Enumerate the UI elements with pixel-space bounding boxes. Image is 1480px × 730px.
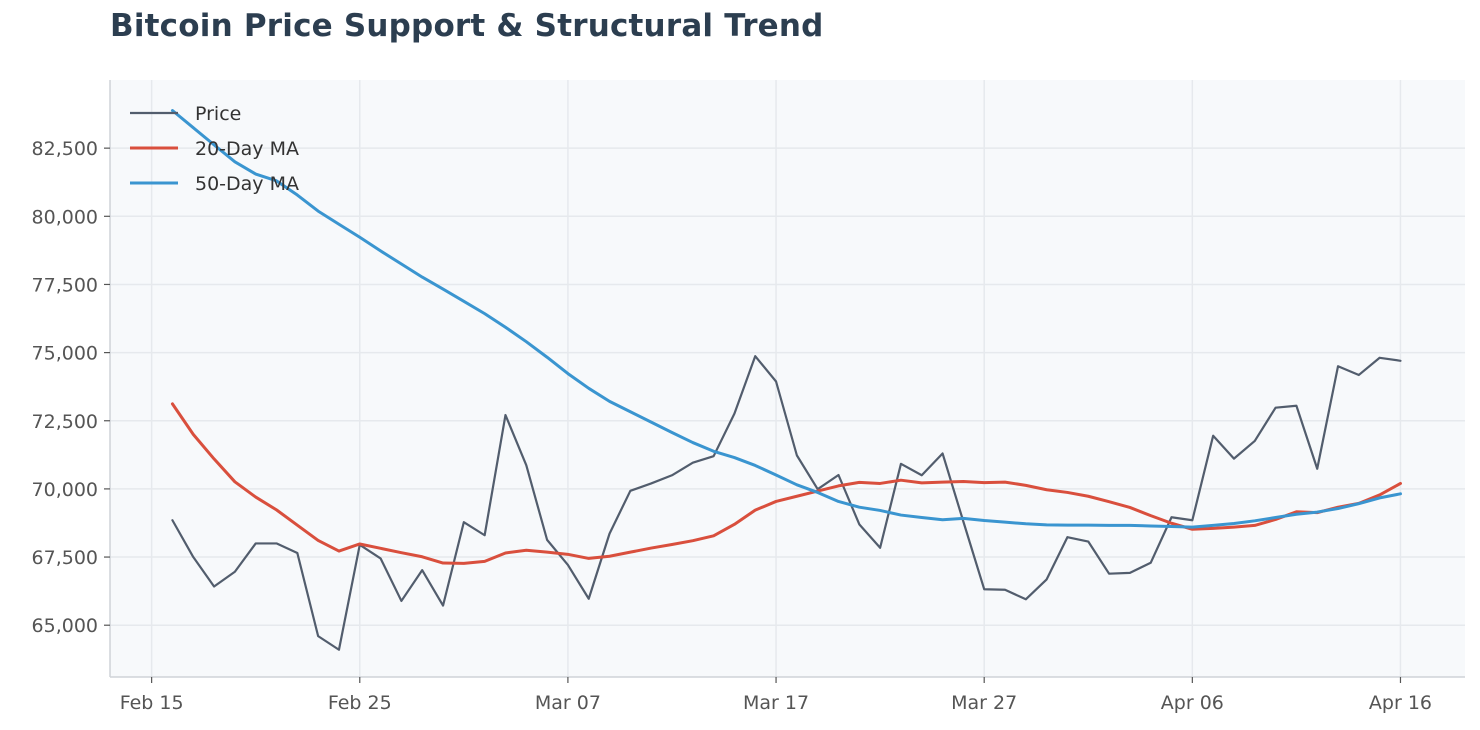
- y-tick-label-67500: 67,500: [32, 547, 98, 569]
- plot-background: [110, 80, 1465, 677]
- x-tick-label-mar-17: Mar 17: [743, 692, 809, 714]
- legend: Price 20-Day MA 50-Day MA: [130, 103, 299, 195]
- x-tick-label-feb-25: Feb 25: [328, 692, 392, 714]
- legend-label-price: Price: [195, 103, 241, 125]
- y-tick-label-65000: 65,000: [32, 615, 98, 637]
- x-axis-ticks: Feb 15 Feb 25 Mar 07 Mar 17 Mar 27 Apr 06 Apr …: [120, 677, 1432, 714]
- y-tick-label-82500: 82,500: [32, 138, 98, 160]
- series-lines: [170, 109, 1402, 651]
- x-tick-label-apr-16: Apr 16: [1369, 692, 1432, 714]
- x-tick-label-apr-06: Apr 06: [1161, 692, 1224, 714]
- series-line-50-day-ma: [170, 109, 1402, 529]
- y-tick-label-80000: 80,000: [32, 206, 98, 228]
- legend-label-50-day-ma: 50-Day MA: [195, 173, 299, 195]
- series-line-20-day-ma: [170, 402, 1402, 565]
- series-line-price: [171, 355, 1402, 651]
- chart-title: Bitcoin Price Support & Structural Trend: [110, 8, 824, 44]
- y-tick-label-72500: 72,500: [32, 411, 98, 433]
- y-tick-label-77500: 77,500: [32, 274, 98, 296]
- legend-item-50-day-ma: 50-Day MA: [130, 173, 299, 195]
- legend-item-price: Price: [130, 103, 241, 125]
- y-tick-label-70000: 70,000: [32, 479, 98, 501]
- y-axis-ticks: 65,000 67,500 70,000 72,500 75,000 77,500 80,0…: [32, 138, 110, 637]
- x-tick-label-feb-15: Feb 15: [120, 692, 184, 714]
- y-tick-label-75000: 75,000: [32, 343, 98, 365]
- legend-item-20-day-ma: 20-Day MA: [130, 138, 299, 160]
- x-tick-label-mar-27: Mar 27: [951, 692, 1017, 714]
- x-tick-label-mar-07: Mar 07: [535, 692, 601, 714]
- legend-label-20-day-ma: 20-Day MA: [195, 138, 299, 160]
